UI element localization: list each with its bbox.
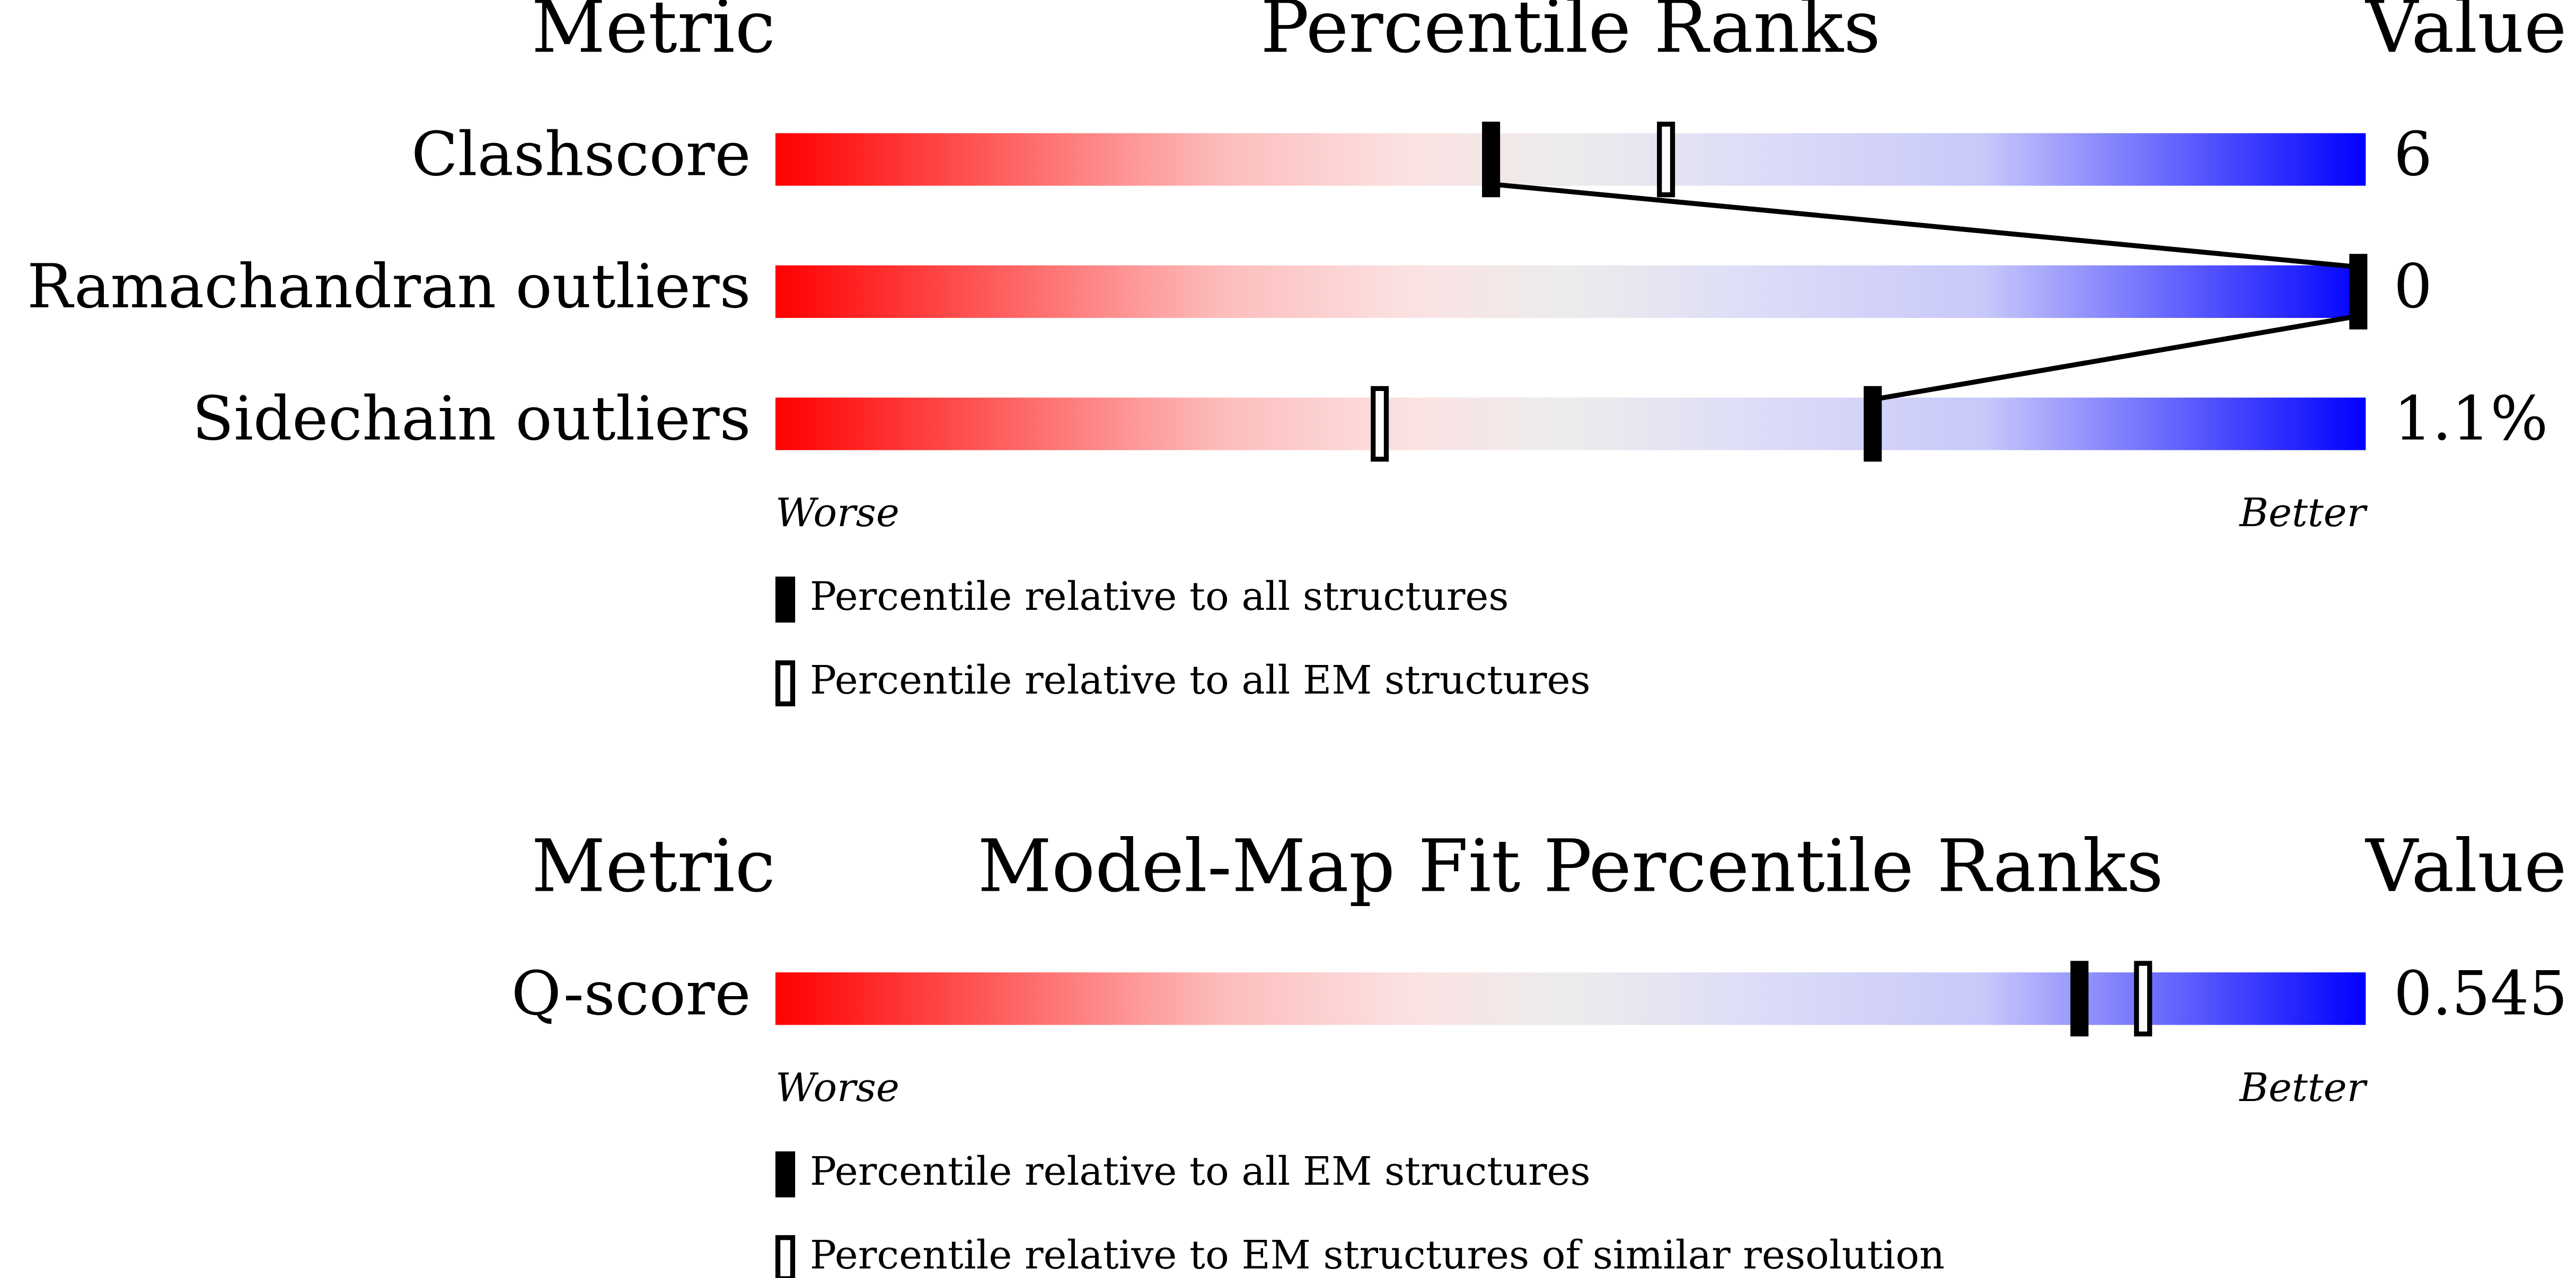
better-label: Better (2238, 490, 2368, 536)
metric-header: Metric (532, 824, 775, 909)
metric-label: Q-score (511, 958, 751, 1029)
filled-marker (1864, 386, 1882, 462)
legend-icon (775, 660, 796, 707)
metric-label: Ramachandran outliers (27, 252, 751, 322)
connector-line (1490, 181, 2359, 270)
legend-label: Percentile relative to EM structures of … (810, 1232, 1945, 1278)
filled-marker (1482, 121, 1501, 198)
value-header: Value (2365, 0, 2566, 69)
percentile-bar (775, 133, 2366, 186)
metric-value: 6 (2394, 119, 2432, 190)
worse-label: Worse (775, 490, 899, 536)
open-marker (1657, 121, 1675, 198)
percentile-bar (775, 397, 2366, 450)
better-label: Better (2238, 1064, 2368, 1111)
metric-value: 1.1% (2394, 384, 2548, 454)
connector-line (1874, 314, 2358, 402)
metric-value: 0 (2394, 252, 2432, 322)
open-marker (2134, 961, 2152, 1037)
panel-title: Model-Map Fit Percentile Ranks (977, 824, 2163, 909)
open-marker (1371, 386, 1389, 462)
percentile-bar (775, 972, 2366, 1025)
legend-label: Percentile relative to all structures (810, 573, 1509, 619)
metric-label: Sidechain outliers (192, 384, 751, 454)
legend-label: Percentile relative to all EM structures (810, 1148, 1591, 1194)
legend-icon (775, 1235, 796, 1278)
legend-icon (775, 1151, 796, 1197)
percentile-bar (775, 265, 2366, 318)
legend-label: Percentile relative to all EM structures (810, 657, 1591, 703)
filled-marker (2349, 254, 2368, 330)
value-header: Value (2365, 824, 2566, 909)
metric-header: Metric (532, 0, 775, 69)
metric-value: 0.545 (2394, 958, 2568, 1029)
panel-title: Percentile Ranks (1260, 0, 1881, 69)
metric-label: Clashscore (411, 119, 751, 190)
legend-icon (775, 576, 796, 623)
filled-marker (2070, 961, 2089, 1037)
worse-label: Worse (775, 1064, 899, 1111)
